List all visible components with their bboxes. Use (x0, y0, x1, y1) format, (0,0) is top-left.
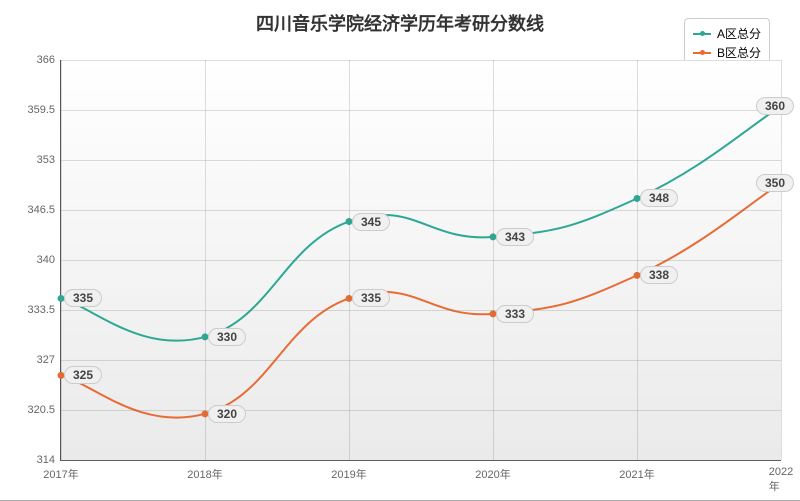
legend-swatch-a (693, 33, 711, 35)
x-axis-label: 2018年 (187, 460, 222, 482)
series-line (61, 183, 781, 418)
chart-title: 四川音乐学院经济学历年考研分数线 (0, 10, 800, 36)
data-label: 348 (640, 189, 678, 207)
data-label: 333 (496, 305, 534, 323)
x-axis-label: 2017年 (43, 460, 78, 482)
data-label: 335 (352, 289, 390, 307)
gridline-h (61, 460, 781, 461)
plot-area: 314320.5327333.5340346.5353359.53662017年… (60, 60, 781, 461)
gridline-h (61, 360, 781, 361)
gridline-h (61, 260, 781, 261)
data-label: 343 (496, 228, 534, 246)
y-axis-label: 320.5 (27, 404, 61, 416)
gridline-v (349, 60, 350, 460)
y-axis-label: 353 (37, 154, 61, 166)
data-label: 338 (640, 266, 678, 284)
y-axis-label: 346.5 (27, 204, 61, 216)
gridline-v (493, 60, 494, 460)
gridline-v (637, 60, 638, 460)
data-label: 360 (756, 97, 794, 115)
data-label: 350 (756, 174, 794, 192)
y-axis-label: 327 (37, 354, 61, 366)
data-label: 345 (352, 213, 390, 231)
legend-label-a: A区总分 (717, 25, 761, 42)
gridline-h (61, 410, 781, 411)
legend-swatch-b (693, 52, 711, 54)
gridline-h (61, 160, 781, 161)
y-axis-label: 359.5 (27, 104, 61, 116)
legend-item-b: B区总分 (693, 44, 761, 61)
gridline-v (205, 60, 206, 460)
series-line (61, 106, 781, 341)
gridline-h (61, 210, 781, 211)
gridline-v (61, 60, 62, 460)
y-axis-label: 340 (37, 254, 61, 266)
x-axis-label: 2021年 (619, 460, 654, 482)
gridline-h (61, 60, 781, 61)
data-label: 325 (64, 366, 102, 384)
x-axis-label: 2020年 (475, 460, 510, 482)
legend-label-b: B区总分 (717, 44, 761, 61)
gridline-h (61, 110, 781, 111)
y-axis-label: 333.5 (27, 304, 61, 316)
x-axis-label: 2019年 (331, 460, 366, 482)
data-label: 320 (208, 405, 246, 423)
legend-item-a: A区总分 (693, 25, 761, 42)
chart-container: 四川音乐学院经济学历年考研分数线 A区总分 B区总分 314320.532733… (0, 0, 800, 501)
x-axis-label: 2022年 (769, 460, 793, 494)
data-label: 335 (64, 289, 102, 307)
gridline-h (61, 310, 781, 311)
y-axis-label: 366 (37, 54, 61, 66)
gridline-v (781, 60, 782, 460)
data-label: 330 (208, 328, 246, 346)
